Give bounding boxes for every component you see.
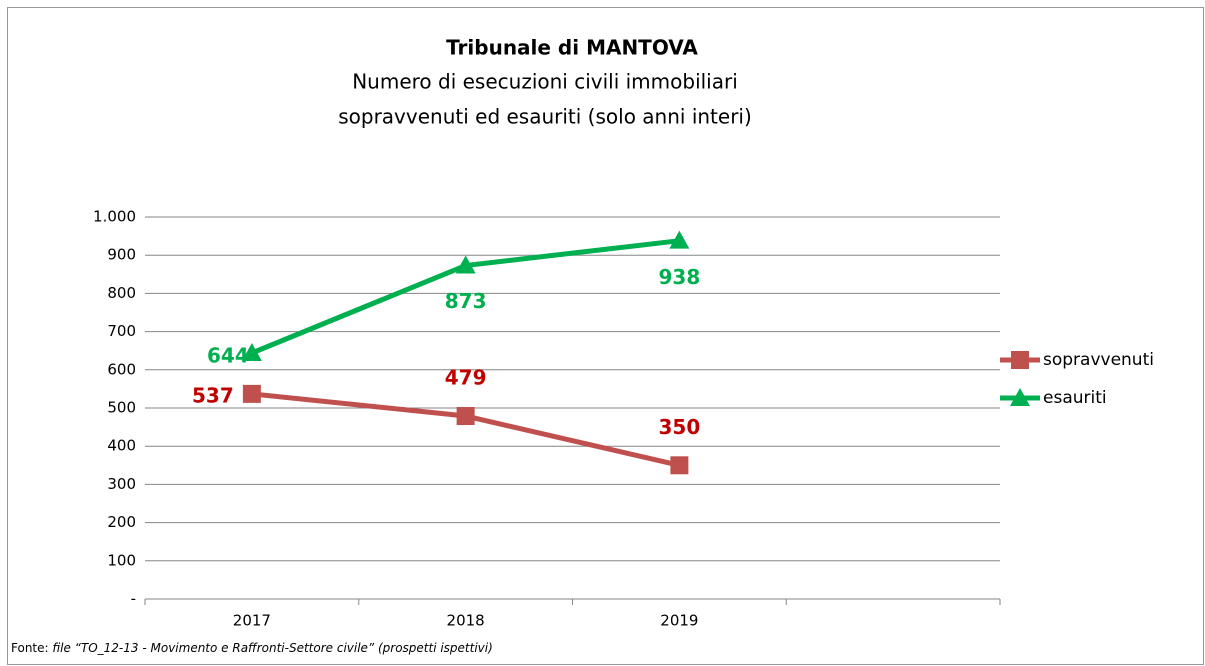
y-tick-label: -: [131, 590, 136, 608]
y-tick-label: 500: [107, 399, 136, 417]
y-tick-label: 900: [107, 246, 136, 264]
data-point: [241, 342, 262, 361]
x-tick-label: 2019: [660, 612, 698, 630]
chart-subtitle: Numero di esecuzioni civili immobiliari: [352, 70, 738, 94]
source-text: file “TO_12-13 - Movimento e Raffronti-S…: [52, 641, 492, 655]
data-label: 350: [659, 415, 701, 439]
data-point: [456, 407, 475, 426]
data-point: [455, 255, 476, 274]
y-tick-label: 700: [107, 322, 136, 340]
data-label: 537: [192, 383, 234, 407]
y-tick-label: 600: [107, 360, 136, 378]
source-note: Fonte: file “TO_12-13 - Movimento e Raff…: [11, 641, 493, 655]
y-tick-label: 200: [107, 513, 136, 531]
x-tick-label: 2018: [447, 612, 485, 630]
legend-label: sopravvenuti: [1043, 350, 1154, 370]
y-tick-label: 1.000: [93, 208, 136, 226]
chart-title: Tribunale di MANTOVA: [446, 36, 698, 60]
legend-marker: [1011, 351, 1029, 369]
source-label: Fonte:: [11, 641, 49, 655]
chart-frame: [7, 7, 1204, 665]
data-label: 479: [445, 366, 487, 390]
data-point: [669, 230, 690, 249]
chart-subtitle: sopravvenuti ed esauriti (solo anni inte…: [338, 105, 752, 129]
data-label: 873: [445, 289, 487, 313]
y-tick-label: 400: [107, 437, 136, 455]
y-tick-label: 800: [107, 284, 136, 302]
data-label: 644: [207, 343, 249, 367]
legend-marker: [1010, 388, 1030, 406]
data-point: [242, 384, 261, 403]
y-tick-label: 100: [107, 551, 136, 569]
data-label: 938: [659, 265, 701, 289]
y-tick-label: 300: [107, 475, 136, 493]
legend-label: esauriti: [1043, 388, 1107, 408]
data-point: [670, 456, 689, 475]
x-tick-label: 2017: [233, 612, 271, 630]
